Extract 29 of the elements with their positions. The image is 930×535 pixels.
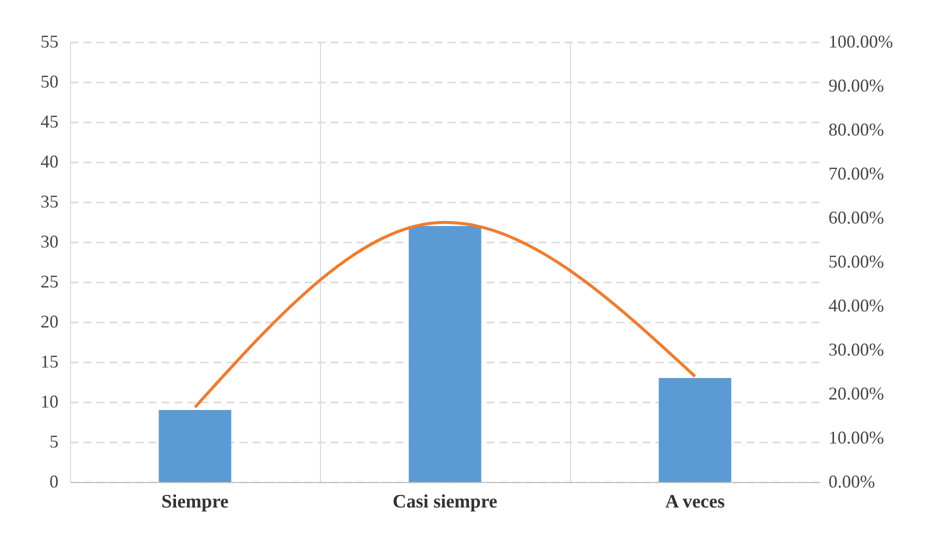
y2-tick-label: 90.00% — [828, 76, 884, 96]
y2-tick-label: 50.00% — [828, 252, 884, 272]
x-tick-label: A veces — [665, 492, 725, 512]
y2-tick-label: 100.00% — [828, 32, 893, 52]
y2-tick-label: 60.00% — [828, 208, 884, 228]
x-tick-label: Casi siempre — [392, 492, 498, 512]
y2-tick-label: 10.00% — [828, 428, 884, 448]
y-tick-label: 35 — [40, 192, 58, 212]
y-tick-label: 25 — [40, 272, 58, 292]
y2-tick-label: 30.00% — [828, 340, 884, 360]
bar — [658, 378, 732, 482]
y-tick-label: 55 — [40, 32, 58, 52]
y2-tick-label: 20.00% — [828, 384, 884, 404]
bar — [158, 410, 232, 482]
y2-tick-label: 70.00% — [828, 164, 884, 184]
y2-tick-label: 0.00% — [828, 472, 875, 492]
y-tick-label: 50 — [40, 72, 58, 92]
y-tick-label: 5 — [50, 432, 58, 452]
y-tick-label: 10 — [40, 392, 58, 412]
y-tick-label: 20 — [40, 312, 58, 332]
y-tick-label: 40 — [40, 152, 58, 172]
x-tick-label: Siempre — [161, 492, 229, 512]
y-tick-label: 45 — [40, 112, 58, 132]
y2-tick-label: 40.00% — [828, 296, 884, 316]
y-tick-label: 15 — [40, 352, 58, 372]
y-tick-label: 0 — [50, 472, 58, 492]
bar — [408, 226, 482, 482]
y2-tick-label: 80.00% — [828, 120, 884, 140]
y-tick-label: 30 — [40, 232, 58, 252]
